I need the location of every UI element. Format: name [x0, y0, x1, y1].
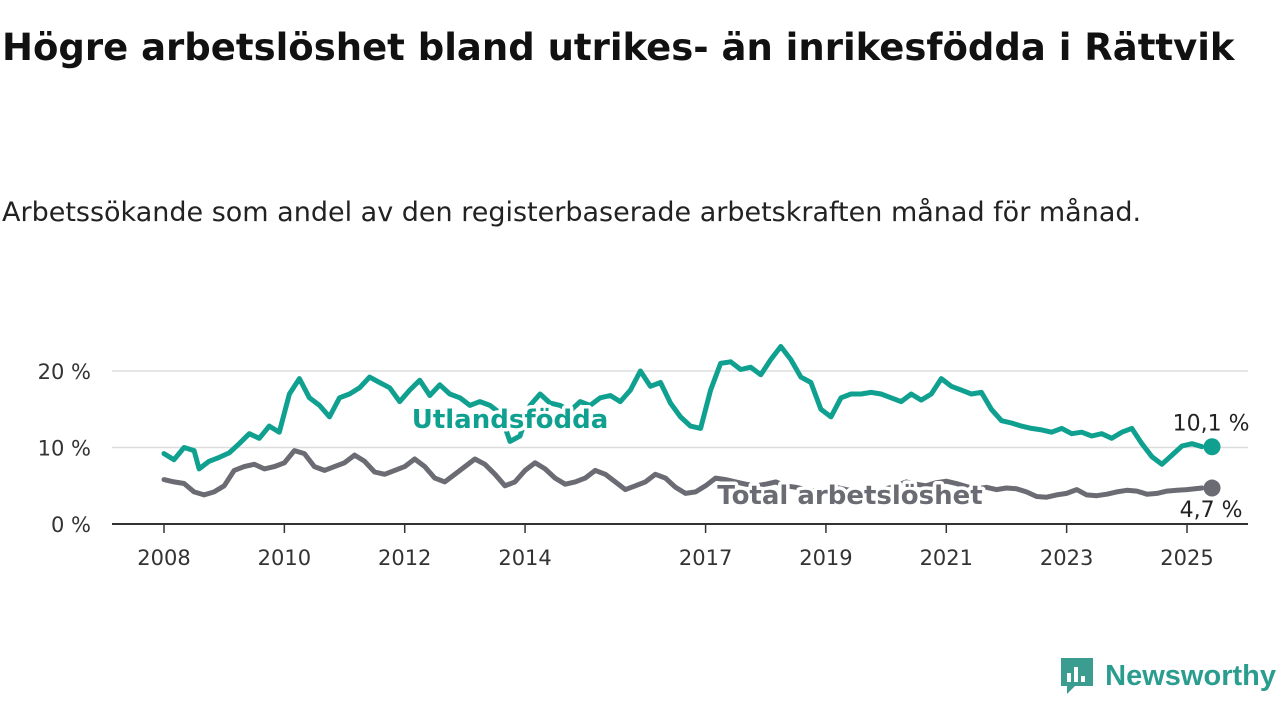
series-line: [161, 448, 1205, 500]
series-name-utlandsfodda: Utlandsfödda: [412, 405, 609, 435]
brand-name: Newsworthy: [1105, 659, 1276, 692]
series-name-total: Total arbetslöshet: [717, 481, 982, 511]
x-axis: 2008 2010 2012 2014 2017 2019 2021 2023 2025: [112, 523, 1248, 570]
end-label-utlandsfodda-halo: 10,1 %: [1173, 412, 1250, 437]
y-tick-label: 20 %: [38, 360, 91, 384]
series-end-point: [1203, 438, 1221, 456]
x-tick-label: 2023: [1040, 546, 1093, 570]
page-subtitle: Arbetssökande som andel av den registerb…: [2, 197, 1142, 228]
newsworthy-logo-icon: [1061, 658, 1094, 694]
x-tick-label: 2025: [1160, 546, 1213, 570]
series-name-utlandsfodda-halo: Utlandsfödda: [412, 405, 609, 435]
series-lines: [161, 344, 1221, 500]
x-tick-label: 2010: [258, 546, 311, 570]
y-tick-label: 10 %: [38, 437, 91, 461]
end-label-utlandsfodda: 10,1 %: [1173, 412, 1250, 437]
x-tick-label: 2008: [137, 546, 190, 570]
brand-logo: Newsworthy: [1059, 654, 1276, 698]
series-line: [161, 344, 1205, 472]
x-tick-label: 2012: [378, 546, 431, 570]
x-tick-label: 2017: [679, 546, 732, 570]
y-axis-labels: 0 % 10 % 20 %: [38, 360, 91, 537]
grid-lines: [112, 370, 1248, 449]
x-tick-label: 2019: [799, 546, 852, 570]
end-label-total: 4,7 %: [1180, 498, 1243, 523]
y-tick-label: 0 %: [51, 513, 91, 537]
end-label-total-halo: 4,7 %: [1180, 498, 1243, 523]
x-tick-label: 2021: [920, 546, 973, 570]
series-name-total-halo: Total arbetslöshet: [717, 481, 982, 511]
series-end-point: [1203, 479, 1221, 497]
page-title: Högre arbetslöshet bland utrikes- än inr…: [2, 26, 1235, 69]
x-tick-label: 2014: [498, 546, 551, 570]
